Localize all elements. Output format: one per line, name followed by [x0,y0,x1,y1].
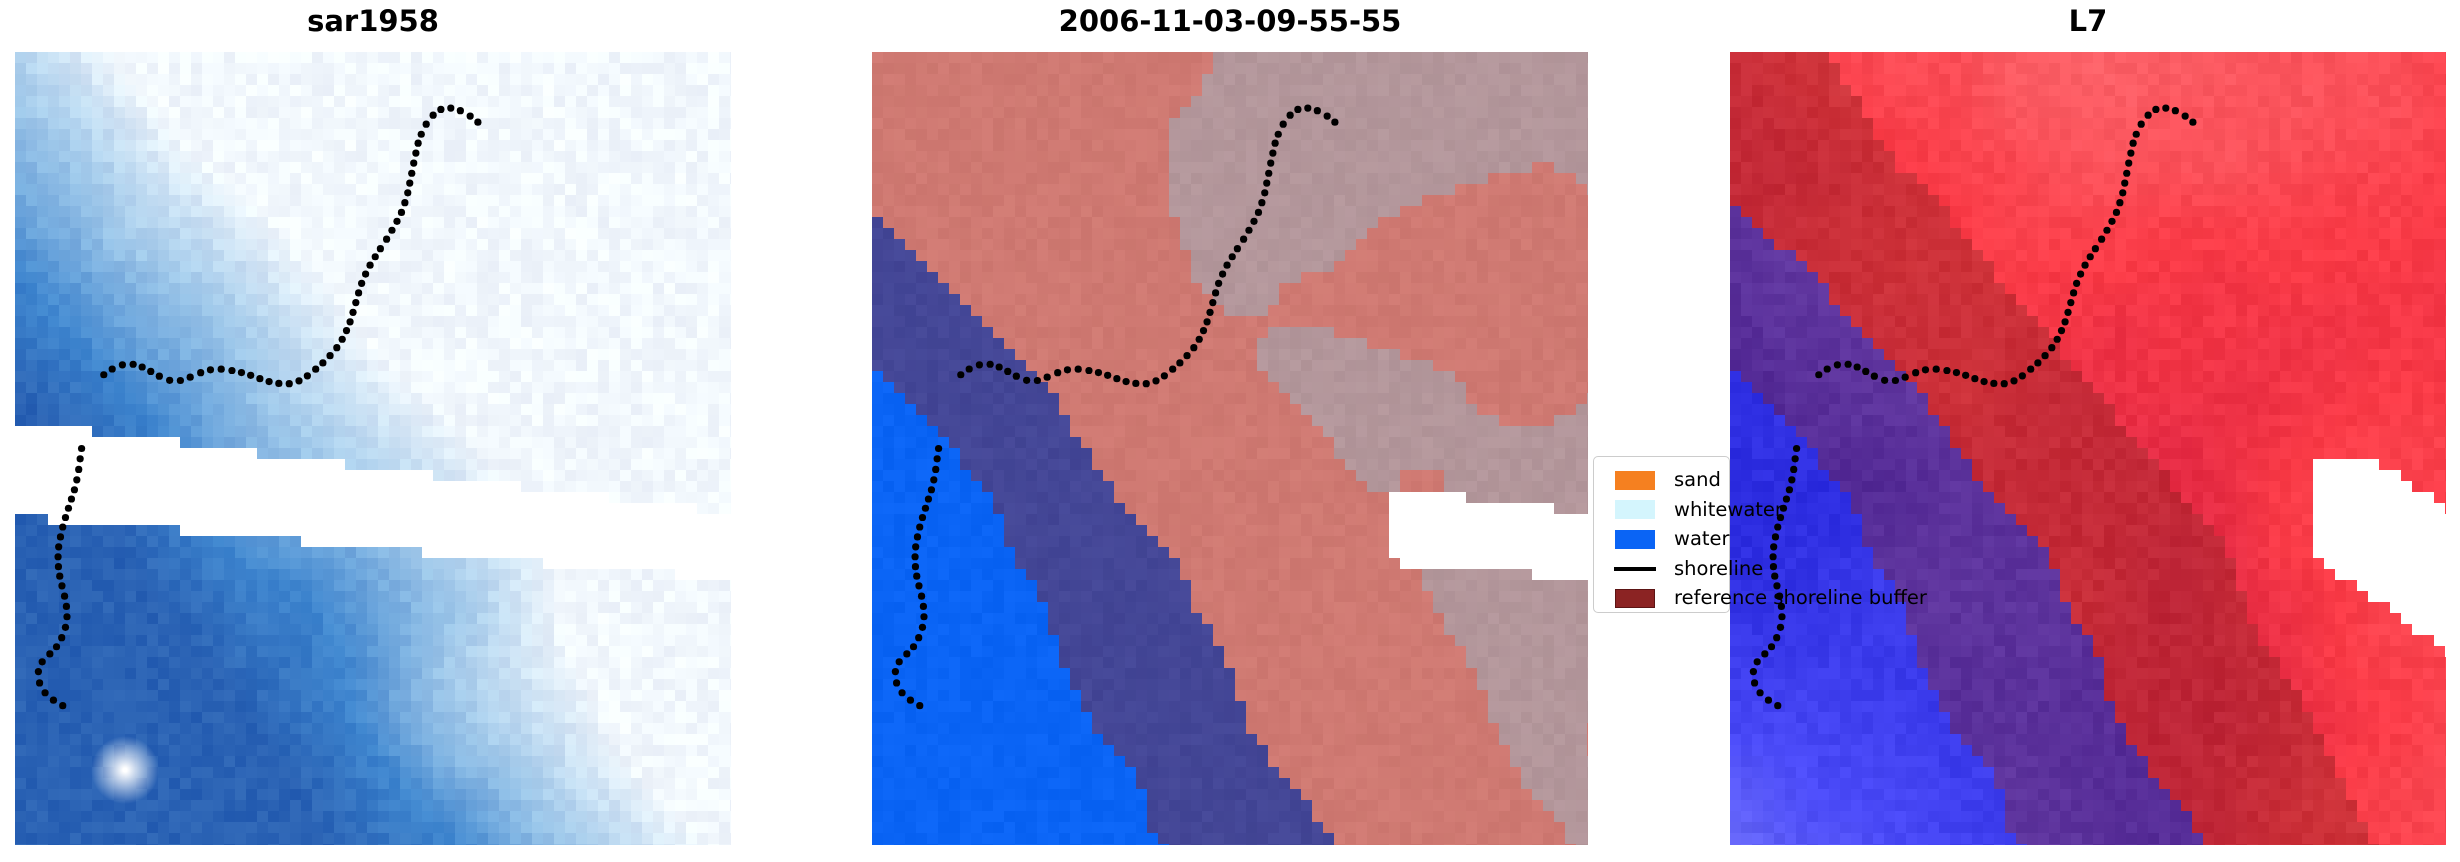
raster-sar1958 [15,52,731,845]
panel-classified [872,52,1588,845]
panel-title-sar1958: sar1958 [307,4,439,38]
panel-title-classified: 2006-11-03-09-55-55 [1058,4,1402,38]
panel-sar1958 [15,52,731,845]
raster-classified [872,52,1588,845]
raster-l7 [1730,52,2446,845]
panel-l7 [1730,52,2446,845]
panel-title-l7: L7 [2068,4,2108,38]
legend-box [1593,456,1730,613]
